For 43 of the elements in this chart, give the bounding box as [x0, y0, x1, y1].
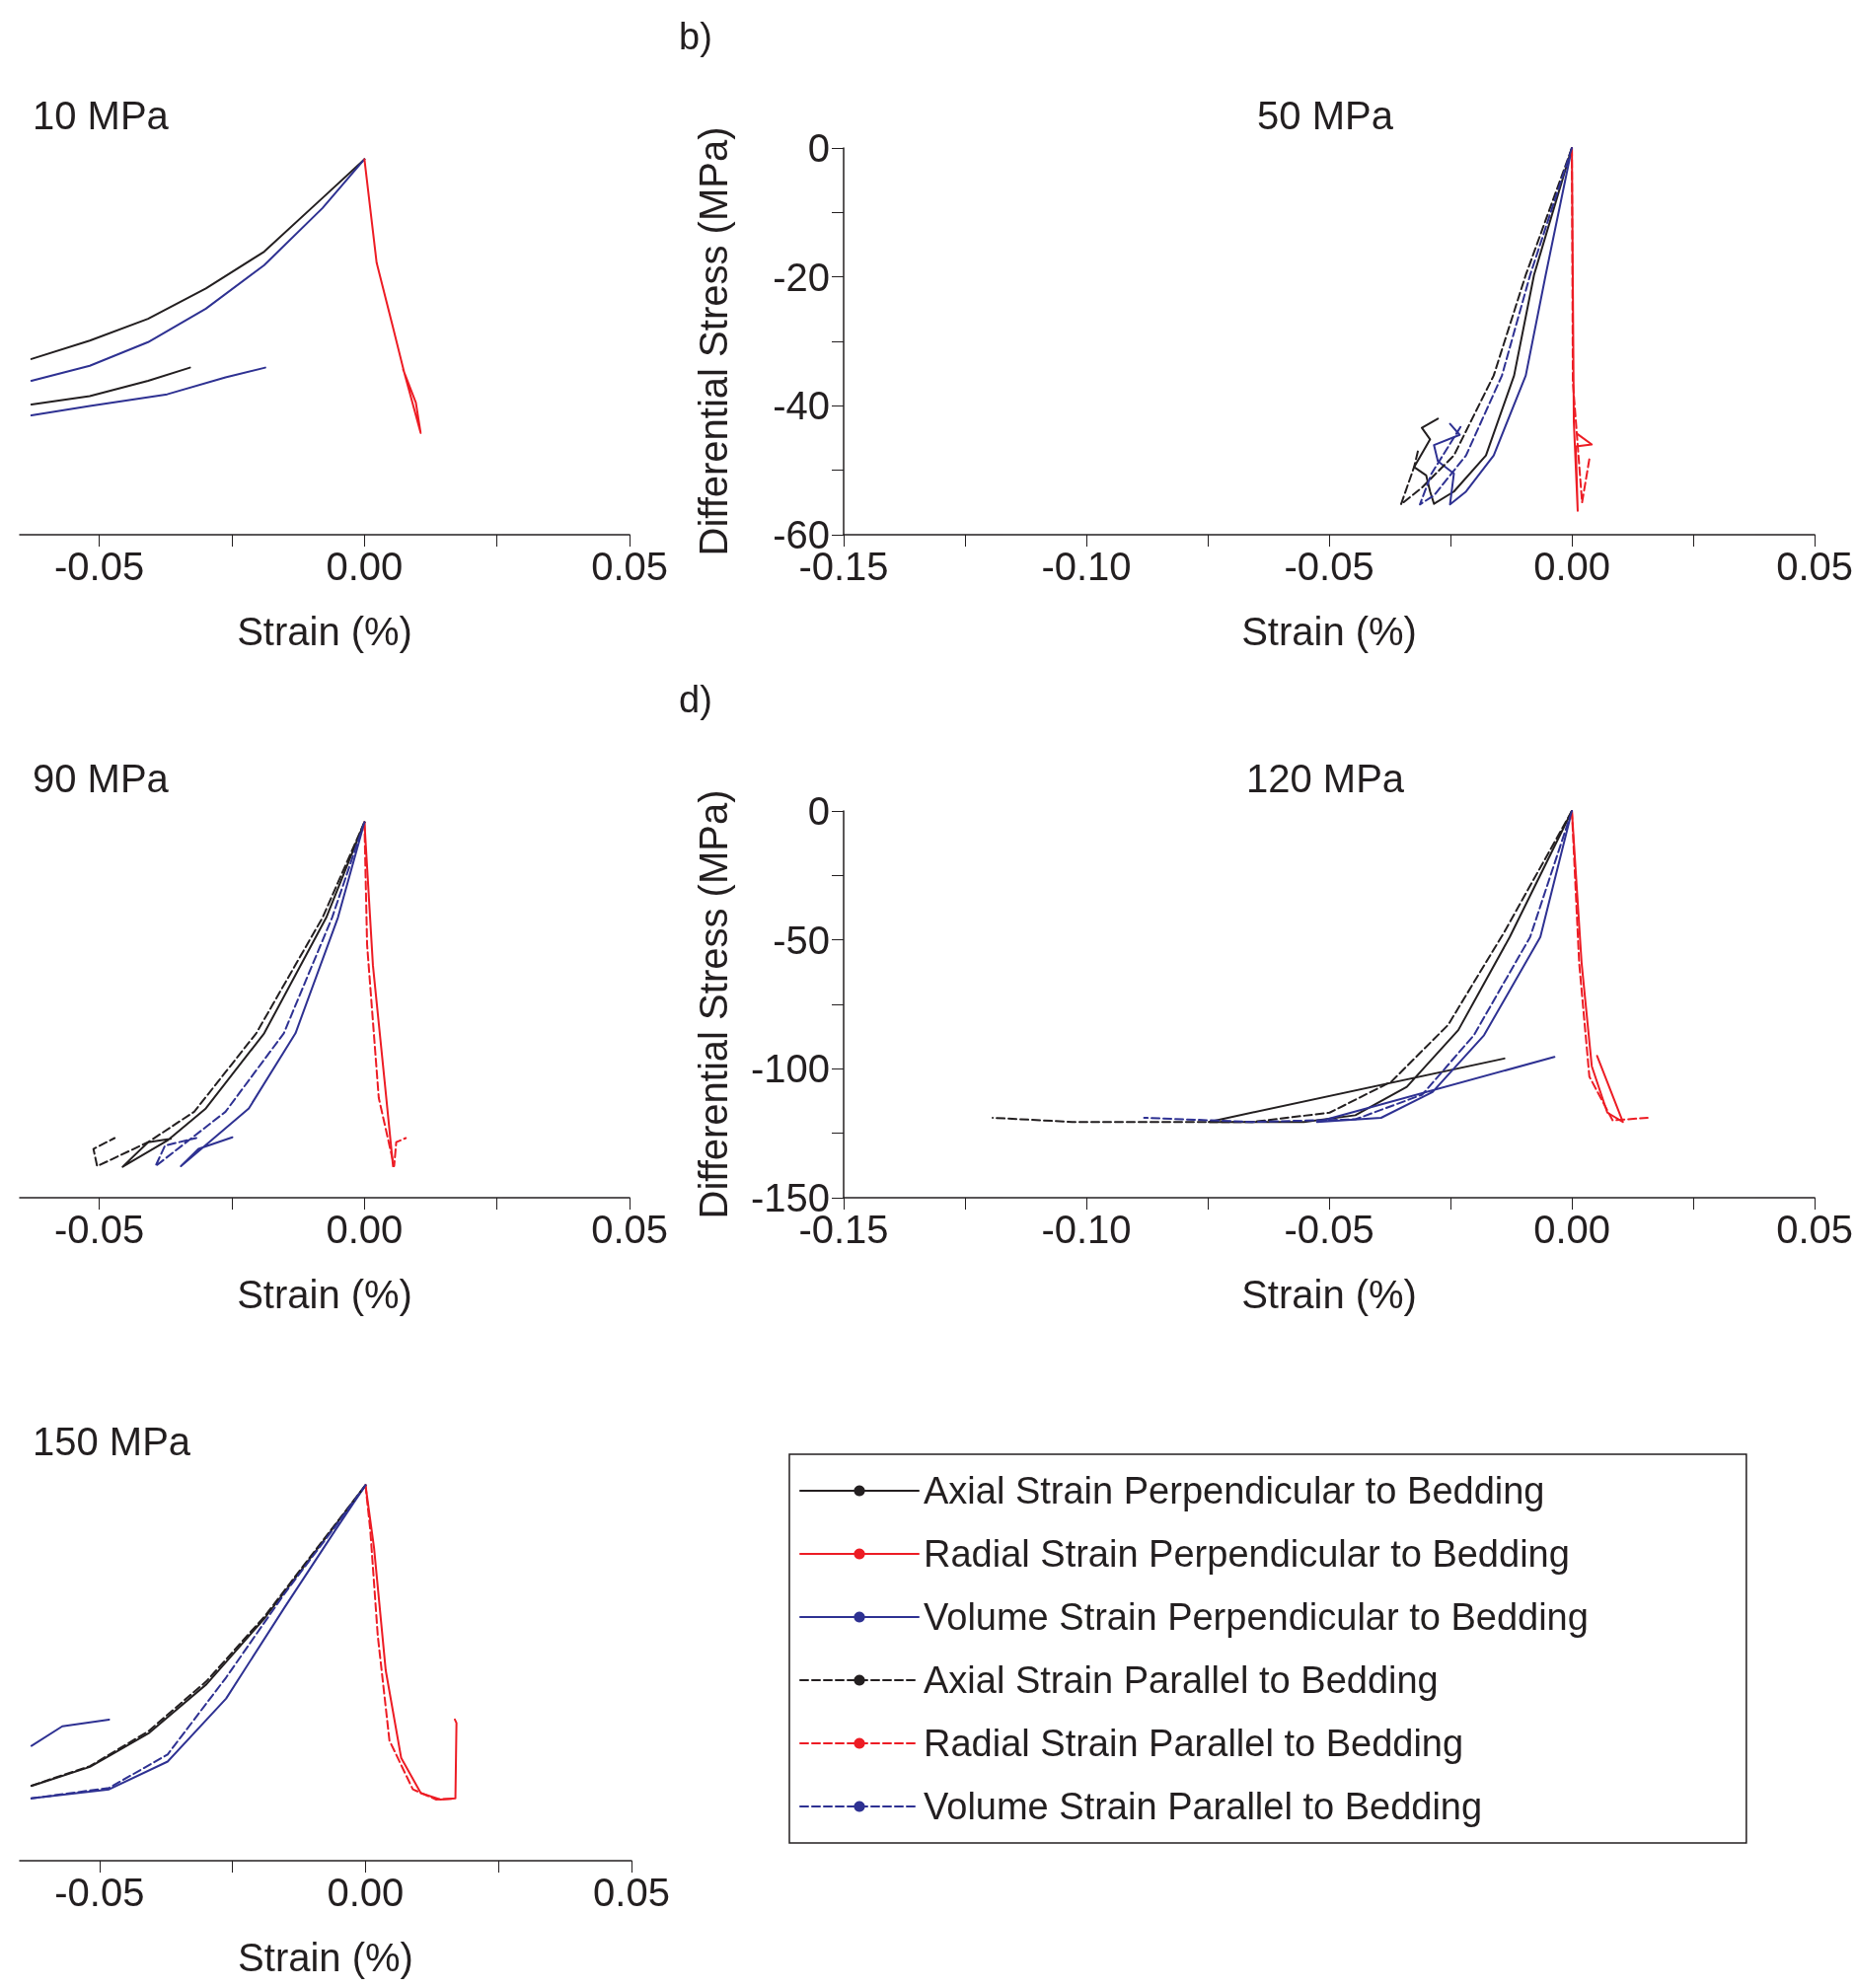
- legend-label: Volume Strain Parallel to Bedding: [924, 1786, 1483, 1827]
- y-tick-label: 0: [807, 126, 830, 170]
- legend-label: Radial Strain Parallel to Bedding: [924, 1723, 1464, 1764]
- y-tick-label: -100: [750, 1047, 830, 1091]
- chart-title: 90 MPa: [33, 757, 170, 800]
- x-tick-label: 0.05: [593, 1871, 670, 1914]
- x-tick-label: 0.05: [591, 545, 668, 588]
- x-tick-label: 0.00: [327, 1871, 405, 1914]
- x-tick-label: -0.05: [54, 1208, 145, 1251]
- x-axis-title: Strain (%): [237, 610, 412, 653]
- x-axis-title: Strain (%): [238, 1936, 413, 1979]
- x-axis-title: Strain (%): [1241, 1273, 1417, 1316]
- x-tick-label: -0.05: [54, 545, 145, 588]
- x-axis-title: Strain (%): [1241, 610, 1417, 653]
- x-tick-label: 0.00: [326, 1208, 404, 1251]
- x-tick-label: 0.00: [1533, 545, 1610, 588]
- legend-label: Volume Strain Perpendicular to Bedding: [924, 1596, 1589, 1638]
- chart-title: 120 MPa: [1245, 757, 1405, 800]
- y-tick-label: -20: [773, 255, 830, 299]
- x-tick-label: -0.05: [1284, 1208, 1374, 1251]
- legend-label: Axial Strain Parallel to Bedding: [924, 1659, 1439, 1701]
- y-tick-label: 0: [807, 789, 830, 833]
- y-axis-title: Differential Stress (MPa): [692, 126, 735, 556]
- x-axis-title: Strain (%): [237, 1273, 412, 1316]
- x-tick-label: -0.05: [1284, 545, 1374, 588]
- legend-label: Radial Strain Perpendicular to Bedding: [924, 1533, 1570, 1575]
- chart-title: 150 MPa: [33, 1420, 191, 1463]
- x-tick-label: -0.10: [1041, 1208, 1132, 1251]
- chart-title: 50 MPa: [1257, 94, 1394, 137]
- y-axis-title: Differential Stress (MPa): [692, 789, 735, 1219]
- x-tick-label: 0.00: [326, 545, 404, 588]
- y-tick-label: -40: [773, 384, 830, 428]
- text: d): [679, 679, 712, 720]
- x-tick-label: -0.10: [1041, 545, 1132, 588]
- y-tick-label: -50: [773, 918, 830, 962]
- x-tick-label: 0.05: [591, 1208, 668, 1251]
- text: b): [679, 16, 712, 57]
- x-tick-label: -0.05: [54, 1871, 145, 1914]
- legend-label: Axial Strain Perpendicular to Bedding: [924, 1470, 1545, 1511]
- x-tick-label: 0.05: [1776, 545, 1853, 588]
- chart-title: 10 MPa: [33, 94, 170, 137]
- x-tick-label: 0.05: [1776, 1208, 1853, 1251]
- x-tick-label: 0.00: [1533, 1208, 1610, 1251]
